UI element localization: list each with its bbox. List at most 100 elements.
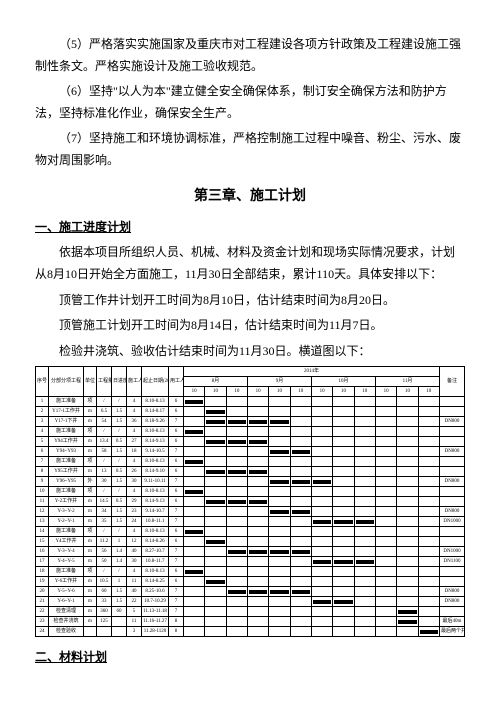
cell: 项 [84, 397, 97, 407]
cell: 8.10-8.13 [142, 427, 169, 437]
gantt-cell [418, 577, 439, 587]
cell-remark [440, 577, 465, 587]
gantt-cell [418, 607, 439, 617]
cell: 54 [97, 417, 112, 427]
paragraph-5: （5）严格落实实施国家及重庆市对工程建设各项方针政策及工程建设施工强制性条文。严… [35, 34, 465, 77]
table-row: 6Y94~Y93m581.5189.14-10.57DN800 [36, 447, 465, 457]
col-subperiod: 10 [247, 387, 268, 397]
gantt-bar [249, 420, 267, 424]
gantt-cell [247, 527, 268, 537]
cell: 360 [97, 607, 112, 617]
gantt-cell [333, 407, 354, 417]
gantt-cell [226, 547, 247, 557]
cell: 21 [36, 597, 49, 607]
gantt-cell [354, 527, 375, 537]
gantt-cell [333, 537, 354, 547]
col-dates: 起止日期(2014年) [142, 367, 169, 397]
cell [112, 617, 127, 627]
cell: m [84, 597, 97, 607]
gantt-cell [269, 567, 290, 577]
gantt-cell [333, 397, 354, 407]
gantt-cell [418, 447, 439, 457]
cell: 9.14-10.5 [142, 447, 169, 457]
gantt-cell [290, 567, 311, 577]
cell: 6 [169, 467, 184, 477]
gantt-cell [354, 427, 375, 437]
gantt-bar [249, 590, 267, 594]
cell: 0.5 [112, 437, 127, 447]
col-prog: 日进度 [112, 367, 127, 397]
cell: 18 [36, 567, 49, 577]
gantt-bar [206, 410, 224, 414]
table-row: 24检查验收311.28-11208最后两个井 [36, 627, 465, 637]
gantt-bar [292, 550, 310, 554]
gantt-cell [397, 467, 418, 477]
cell: 22 [36, 607, 49, 617]
gantt-bar [206, 470, 224, 474]
cell: 6 [169, 497, 184, 507]
gantt-cell [269, 487, 290, 497]
cell: 7 [169, 607, 184, 617]
gantt-bar [185, 430, 203, 434]
gantt-cell [226, 487, 247, 497]
gantt-cell [397, 477, 418, 487]
gantt-bar [313, 600, 331, 604]
gantt-cell [290, 577, 311, 587]
cell: 23 [127, 507, 142, 517]
cell: 1.5 [112, 597, 127, 607]
gantt-bar [185, 400, 203, 404]
gantt-bar [206, 580, 224, 584]
gantt-cell [184, 477, 205, 487]
gantt-cell [418, 557, 439, 567]
gantt-cell [290, 607, 311, 617]
cell: 8.10-8.13 [142, 527, 169, 537]
cell: / [112, 397, 127, 407]
cell: 10 [36, 487, 49, 497]
gantt-cell [333, 517, 354, 527]
gantt-cell [226, 537, 247, 547]
table-row: 9Y96~Y95外301.5309.11-10.117DN800 [36, 477, 465, 487]
gantt-cell [418, 457, 439, 467]
cell: Y-6~Y-1 [49, 597, 84, 607]
cell: 1.5 [112, 517, 127, 527]
gantt-cell [184, 437, 205, 447]
cell: 11 [127, 617, 142, 627]
gantt-cell [311, 547, 332, 557]
gantt-cell [184, 427, 205, 437]
cell: Y-6工作井 [49, 577, 84, 587]
cell: 1.5 [112, 507, 127, 517]
gantt-cell [354, 437, 375, 447]
gantt-cell [311, 427, 332, 437]
col-unit: 单位 [84, 367, 97, 397]
gantt-cell [375, 557, 396, 567]
body-1: 依据本项目所组织人员、机械、材料及资金计划和现场实际情况要求，计划从8月10日开… [35, 242, 465, 285]
cell: 1.5 [112, 417, 127, 427]
gantt-cell [375, 437, 396, 447]
gantt-cell [290, 437, 311, 447]
table-row: 18施工准备项//48.10-8.136 [36, 567, 465, 577]
gantt-cell [311, 577, 332, 587]
gantt-cell [333, 507, 354, 517]
gantt-cell [226, 397, 247, 407]
gantt-cell [290, 507, 311, 517]
cell: 24 [36, 627, 49, 637]
table-row: 3Y17-1下井m541.5368.18-9.267DN800 [36, 417, 465, 427]
gantt-cell [397, 517, 418, 527]
gantt-cell [375, 497, 396, 507]
gantt-cell [311, 417, 332, 427]
gantt-bar [249, 550, 267, 554]
gantt-cell [397, 447, 418, 457]
gantt-cell [311, 477, 332, 487]
gantt-cell [184, 557, 205, 567]
cell: 11.28-1120 [142, 627, 169, 637]
gantt-cell [269, 497, 290, 507]
gantt-cell [375, 527, 396, 537]
gantt-cell [269, 417, 290, 427]
cell-remark [440, 407, 465, 417]
cell-remark: 最后40m [440, 617, 465, 627]
table-row: 19Y-6工作井m10.51118.14-8.256 [36, 577, 465, 587]
cell: 8 [169, 627, 184, 637]
cell: 4 [127, 567, 142, 577]
cell: 125 [97, 617, 112, 627]
cell: / [112, 527, 127, 537]
